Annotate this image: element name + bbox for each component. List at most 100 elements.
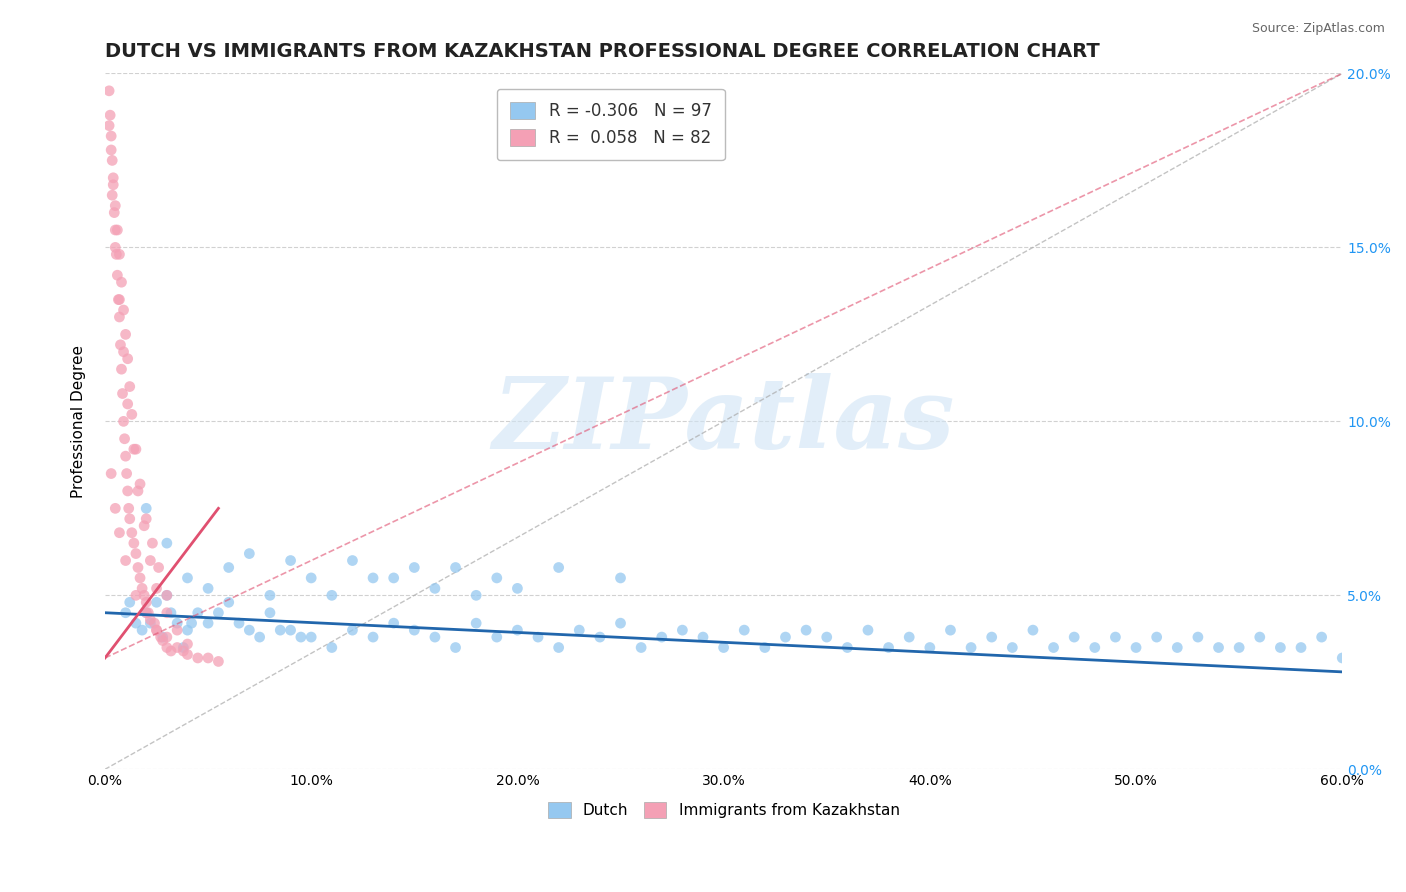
Point	[100, 143, 122, 157]
Point	[568, 623, 591, 637]
Point	[149, 630, 172, 644]
Point	[444, 640, 467, 655]
Point	[485, 630, 508, 644]
Point	[110, 362, 132, 376]
Point	[342, 623, 364, 637]
Point	[228, 616, 250, 631]
Point	[856, 623, 879, 637]
Point	[141, 536, 163, 550]
Point	[104, 223, 127, 237]
Point	[176, 637, 198, 651]
Point	[547, 560, 569, 574]
Point	[187, 651, 209, 665]
Point	[108, 293, 131, 307]
Point	[100, 129, 122, 144]
Point	[166, 616, 188, 631]
Point	[187, 606, 209, 620]
Point	[794, 623, 817, 637]
Point	[114, 327, 136, 342]
Point	[143, 616, 166, 631]
Point	[176, 623, 198, 637]
Point	[135, 512, 157, 526]
Point	[152, 633, 174, 648]
Point	[156, 640, 179, 655]
Point	[361, 630, 384, 644]
Point	[382, 571, 405, 585]
Point	[108, 525, 131, 540]
Point	[980, 630, 1002, 644]
Point	[131, 623, 153, 637]
Point	[630, 640, 652, 655]
Point	[114, 606, 136, 620]
Point	[105, 223, 128, 237]
Point	[118, 595, 141, 609]
Point	[103, 170, 125, 185]
Point	[280, 553, 302, 567]
Point	[166, 623, 188, 637]
Point	[207, 606, 229, 620]
Point	[506, 623, 529, 637]
Point	[290, 630, 312, 644]
Point	[112, 344, 135, 359]
Point	[98, 119, 121, 133]
Point	[105, 247, 128, 261]
Point	[249, 630, 271, 644]
Point	[127, 483, 149, 498]
Point	[218, 595, 240, 609]
Point	[960, 640, 983, 655]
Text: Source: ZipAtlas.com: Source: ZipAtlas.com	[1251, 22, 1385, 36]
Text: ZIPatlas: ZIPatlas	[492, 373, 955, 469]
Point	[465, 616, 488, 631]
Point	[127, 560, 149, 574]
Point	[135, 606, 157, 620]
Point	[713, 640, 735, 655]
Point	[176, 571, 198, 585]
Point	[112, 414, 135, 428]
Point	[156, 588, 179, 602]
Point	[180, 616, 202, 631]
Point	[131, 582, 153, 596]
Point	[135, 501, 157, 516]
Point	[166, 640, 188, 655]
Point	[136, 606, 159, 620]
Point	[129, 571, 152, 585]
Point	[527, 630, 550, 644]
Point	[114, 432, 136, 446]
Point	[1187, 630, 1209, 644]
Point	[134, 518, 156, 533]
Point	[259, 588, 281, 602]
Point	[145, 582, 167, 596]
Point	[134, 588, 156, 602]
Point	[1208, 640, 1230, 655]
Point	[1331, 651, 1354, 665]
Point	[321, 640, 343, 655]
Point	[918, 640, 941, 655]
Point	[404, 560, 426, 574]
Point	[145, 623, 167, 637]
Point	[118, 501, 141, 516]
Point	[172, 640, 194, 655]
Point	[815, 630, 838, 644]
Point	[110, 275, 132, 289]
Point	[609, 571, 631, 585]
Point	[98, 84, 121, 98]
Point	[671, 623, 693, 637]
Point	[104, 240, 127, 254]
Point	[939, 623, 962, 637]
Point	[117, 483, 139, 498]
Point	[280, 623, 302, 637]
Point	[1063, 630, 1085, 644]
Point	[299, 630, 322, 644]
Point	[156, 630, 179, 644]
Point	[1042, 640, 1064, 655]
Point	[110, 338, 132, 352]
Point	[125, 616, 148, 631]
Point	[238, 547, 260, 561]
Point	[148, 560, 170, 574]
Point	[105, 268, 128, 283]
Point	[104, 501, 127, 516]
Point	[104, 199, 127, 213]
Point	[122, 536, 145, 550]
Point	[877, 640, 900, 655]
Point	[692, 630, 714, 644]
